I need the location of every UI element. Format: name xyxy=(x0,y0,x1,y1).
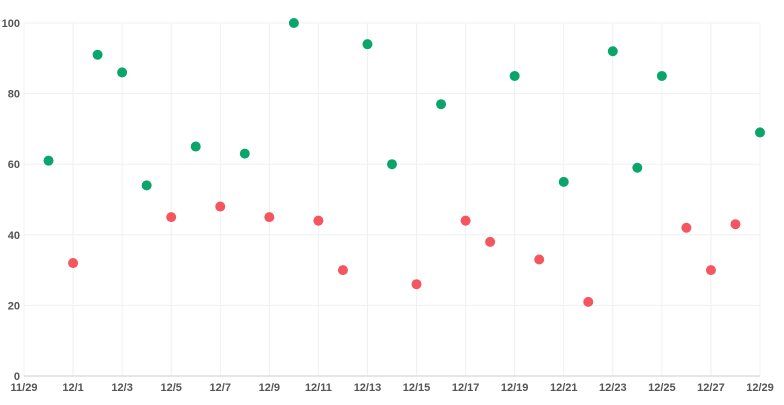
data-point[interactable] xyxy=(558,176,569,187)
grid xyxy=(23,22,761,376)
x-tick-label: 12/15 xyxy=(403,382,431,394)
x-tick-label: 12/19 xyxy=(501,382,529,394)
y-tick-label: 100 xyxy=(2,18,20,30)
x-tick-label: 12/13 xyxy=(354,382,382,394)
x-tick-label: 12/17 xyxy=(452,382,480,394)
x-tick-label: 12/29 xyxy=(746,382,774,394)
data-point[interactable] xyxy=(485,236,496,247)
data-point[interactable] xyxy=(509,70,520,81)
data-point[interactable] xyxy=(337,265,348,276)
x-tick-label: 12/23 xyxy=(599,382,627,394)
data-point[interactable] xyxy=(681,222,692,233)
data-point[interactable] xyxy=(117,67,128,78)
data-point[interactable] xyxy=(411,279,422,290)
y-tick-label: 0 xyxy=(14,371,20,383)
data-point[interactable] xyxy=(313,215,324,226)
data-point[interactable] xyxy=(264,212,275,223)
data-point[interactable] xyxy=(166,212,177,223)
x-tick-label: 12/7 xyxy=(210,382,231,394)
data-point[interactable] xyxy=(239,148,250,159)
y-tick-label: 60 xyxy=(8,159,20,171)
data-point[interactable] xyxy=(190,141,201,152)
y-tick-label: 80 xyxy=(8,89,20,101)
data-point[interactable] xyxy=(68,258,79,269)
x-tick-label: 12/21 xyxy=(550,382,578,394)
data-point[interactable] xyxy=(632,162,643,173)
x-tick-label: 12/27 xyxy=(697,382,725,394)
axes: 0 20 40 60 80 100 11/29 12/1 12/3 12/5 12/7 12/9 12/… xyxy=(1,17,775,395)
data-point[interactable] xyxy=(362,39,373,50)
y-tick-label: 20 xyxy=(8,300,20,312)
data-point[interactable] xyxy=(215,201,226,212)
data-point[interactable] xyxy=(92,49,103,60)
data-point[interactable] xyxy=(730,219,741,230)
x-tick-label: 12/25 xyxy=(648,382,676,394)
x-tick-label: 12/11 xyxy=(305,382,332,394)
data-point[interactable] xyxy=(460,215,471,226)
data-point[interactable] xyxy=(607,46,618,57)
x-tick-label: 12/9 xyxy=(259,382,280,394)
data-point[interactable] xyxy=(534,254,545,265)
data-point[interactable] xyxy=(288,18,299,28)
data-point[interactable] xyxy=(43,155,54,166)
data-point[interactable] xyxy=(705,265,716,276)
data-point[interactable] xyxy=(387,159,397,170)
x-tick-label: 12/5 xyxy=(160,382,181,394)
data-point[interactable] xyxy=(141,180,152,191)
data-point[interactable] xyxy=(583,296,594,307)
data-point[interactable] xyxy=(755,127,765,138)
data-point[interactable] xyxy=(656,70,667,81)
y-tick-label: 40 xyxy=(8,230,20,242)
x-tick-label: 11/29 xyxy=(11,382,38,394)
x-tick-label: 12/1 xyxy=(62,382,83,394)
data-points xyxy=(43,18,765,307)
x-tick-label: 12/3 xyxy=(111,382,132,394)
data-point[interactable] xyxy=(436,99,447,110)
